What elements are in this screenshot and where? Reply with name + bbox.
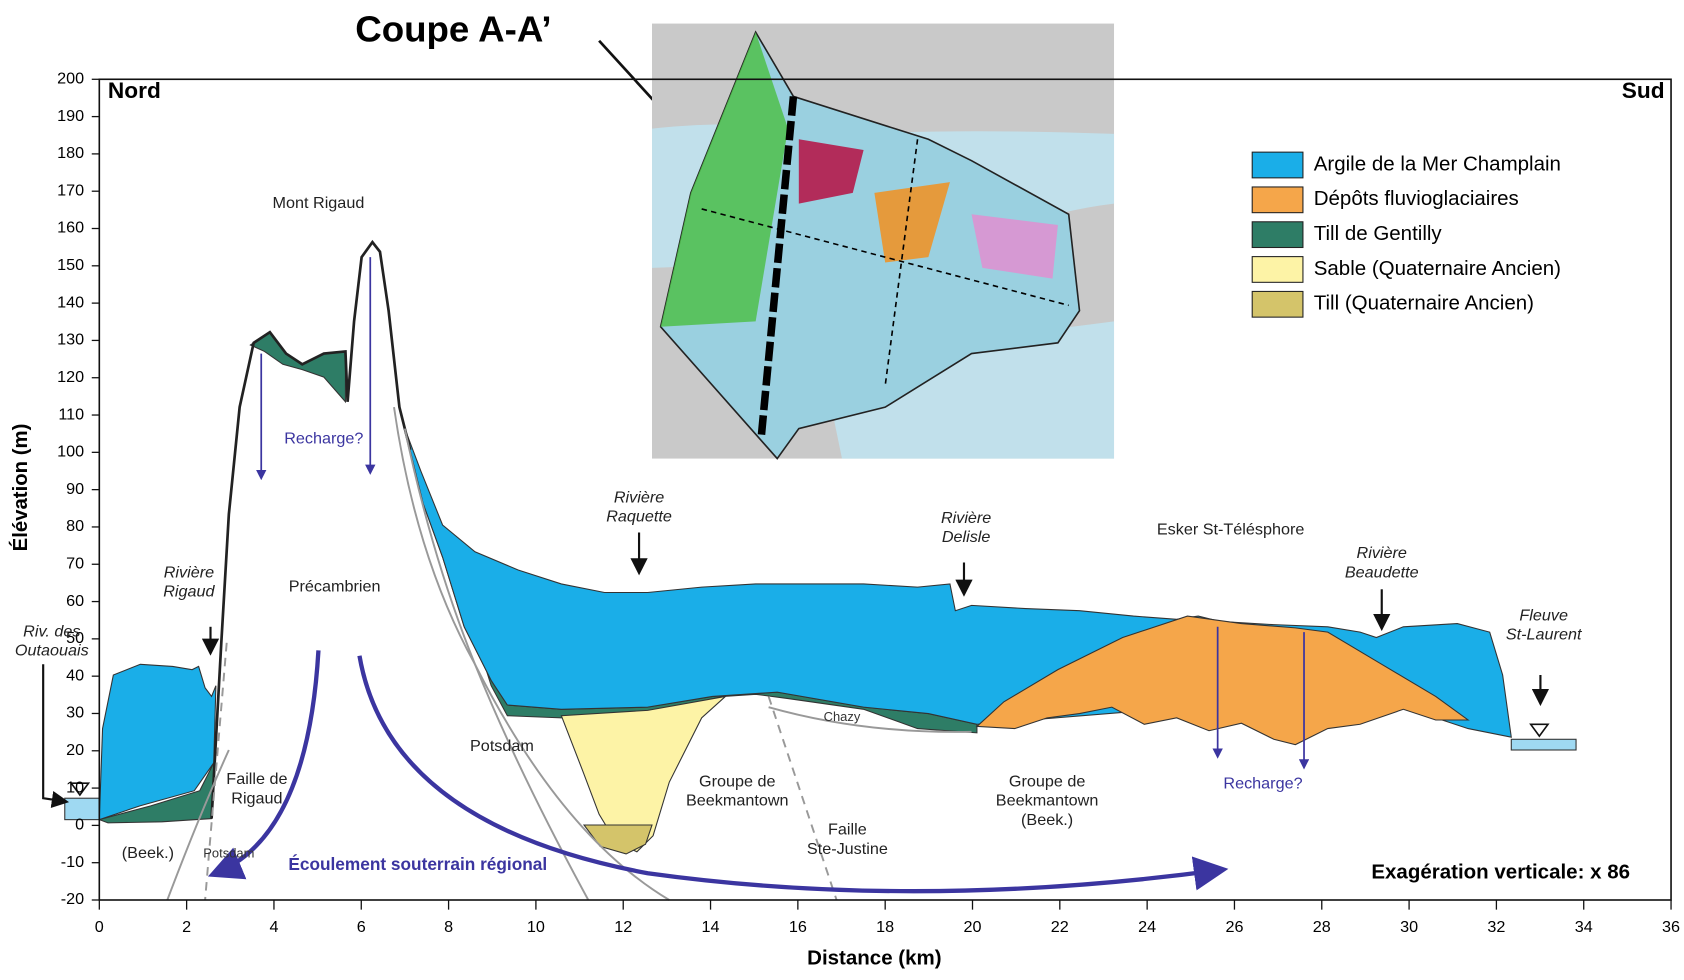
annotation: Potsdam [203, 845, 254, 860]
legend-swatch [1252, 291, 1303, 317]
x-tick-label: 22 [1051, 918, 1069, 936]
y-tick-label: 160 [57, 219, 84, 237]
x-tick-label: 14 [702, 918, 720, 936]
x-tick-label: 2 [182, 918, 191, 936]
water-right [1511, 739, 1576, 750]
annotation: St-Laurent [1506, 626, 1583, 644]
annotation: Ste-Justine [807, 840, 888, 858]
y-tick-label: 120 [57, 368, 84, 386]
x-tick-label: 10 [527, 918, 545, 936]
annotation: Mont Rigaud [273, 194, 365, 212]
x-tick-label: 30 [1400, 918, 1418, 936]
annotation: Delisle [942, 528, 991, 546]
annotation: Recharge? [1223, 775, 1302, 793]
x-tick-label: 0 [95, 918, 104, 936]
y-tick-label: 200 [57, 70, 84, 88]
legend-label: Dépôts fluvioglaciaires [1314, 188, 1519, 210]
corner-label: Sud [1622, 78, 1665, 103]
x-tick-label: 18 [876, 918, 894, 936]
annotation: Rivière [941, 509, 991, 527]
y-tick-label: 60 [66, 592, 84, 610]
x-tick-label: 36 [1662, 918, 1680, 936]
y-tick-label: 20 [66, 741, 84, 759]
annotation: Fleuve [1519, 606, 1568, 624]
cross-section: Coupe A-A’ Nord Sud Distance (km) Élévat… [0, 0, 1684, 975]
annotation: Précambrien [289, 577, 381, 595]
annotation: (Beek.) [122, 844, 174, 862]
legend-swatch [1252, 187, 1303, 213]
legend-swatch [1252, 222, 1303, 248]
y-tick-label: 100 [57, 443, 84, 461]
annotation: Chazy [824, 709, 861, 724]
annotation: Faille [828, 821, 867, 839]
y-tick-label: 130 [57, 331, 84, 349]
y-tick-label: 150 [57, 256, 84, 274]
y-tick-label: 140 [57, 293, 84, 311]
y-tick-label: 90 [66, 480, 84, 498]
annotation: Potsdam [470, 737, 534, 755]
y-tick-label: 170 [57, 182, 84, 200]
x-tick-label: 28 [1313, 918, 1331, 936]
figure-title: Coupe A-A’ [355, 9, 551, 50]
annotation: Recharge? [284, 430, 363, 448]
annotation: Beekmantown [686, 792, 789, 810]
annotation: Rigaud [231, 790, 282, 808]
exaggeration-note: Exagération verticale: x 86 [1371, 862, 1630, 884]
legend-label: Till (Quaternaire Ancien) [1314, 293, 1534, 315]
annotation: Outaouais [15, 642, 89, 660]
x-tick-label: 16 [789, 918, 807, 936]
y-tick-label: 190 [57, 107, 84, 125]
annotation: (Beek.) [1021, 811, 1073, 829]
x-tick-label: 26 [1225, 918, 1243, 936]
legend-label: Argile de la Mer Champlain [1314, 153, 1561, 175]
annotation: Rivière [1357, 544, 1407, 562]
bedrock-outline [212, 242, 411, 818]
legend-swatch [1252, 257, 1303, 283]
y-tick-label: 70 [66, 555, 84, 573]
y-tick-label: -20 [61, 890, 84, 908]
page: {"title": "Coupe A-A’", "corners": {"lef… [0, 0, 1684, 975]
annotation: Rivière [164, 564, 214, 582]
y-tick-label: 180 [57, 144, 84, 162]
x-axis-label: Distance (km) [807, 947, 941, 969]
y-tick-label: 0 [75, 816, 84, 834]
annotation: Rigaud [163, 583, 215, 601]
annotation: Raquette [606, 508, 672, 526]
annotation: Écoulement souterrain régional [288, 854, 547, 874]
legend-label: Till de Gentilly [1314, 223, 1443, 245]
water-symbol [1531, 724, 1548, 736]
y-axis-label: Élévation (m) [9, 424, 32, 552]
x-tick-label: 8 [444, 918, 453, 936]
x-tick-label: 20 [963, 918, 981, 936]
y-tick-label: -10 [61, 853, 84, 871]
annotation: Esker St-Télésphore [1157, 521, 1305, 539]
y-tick-label: 10 [66, 778, 84, 796]
x-tick-label: 32 [1487, 918, 1505, 936]
y-tick-label: 40 [66, 666, 84, 684]
x-tick-label: 6 [357, 918, 366, 936]
corner-label: Nord [108, 78, 161, 103]
y-tick-label: 30 [66, 704, 84, 722]
x-tick-label: 12 [614, 918, 632, 936]
map-inset [652, 24, 1114, 459]
x-tick-label: 34 [1575, 918, 1593, 936]
pointer-arrow [43, 664, 65, 801]
till-rigaud [250, 332, 345, 402]
annotation: Groupe de [1009, 772, 1086, 790]
legend-swatch [1252, 152, 1303, 178]
annotation: Groupe de [699, 772, 776, 790]
y-tick-label: 110 [58, 405, 84, 423]
y-tick-label: 80 [66, 517, 84, 535]
x-tick-label: 24 [1138, 918, 1156, 936]
annotation: Beaudette [1345, 564, 1419, 582]
annotation: Riv. des [23, 622, 80, 640]
annotation: Faille de [226, 770, 287, 788]
annotation: Beekmantown [996, 792, 1099, 810]
legend-label: Sable (Quaternaire Ancien) [1314, 258, 1561, 280]
annotation: Rivière [614, 489, 664, 507]
flow-arrow [216, 650, 319, 873]
x-tick-label: 4 [269, 918, 278, 936]
